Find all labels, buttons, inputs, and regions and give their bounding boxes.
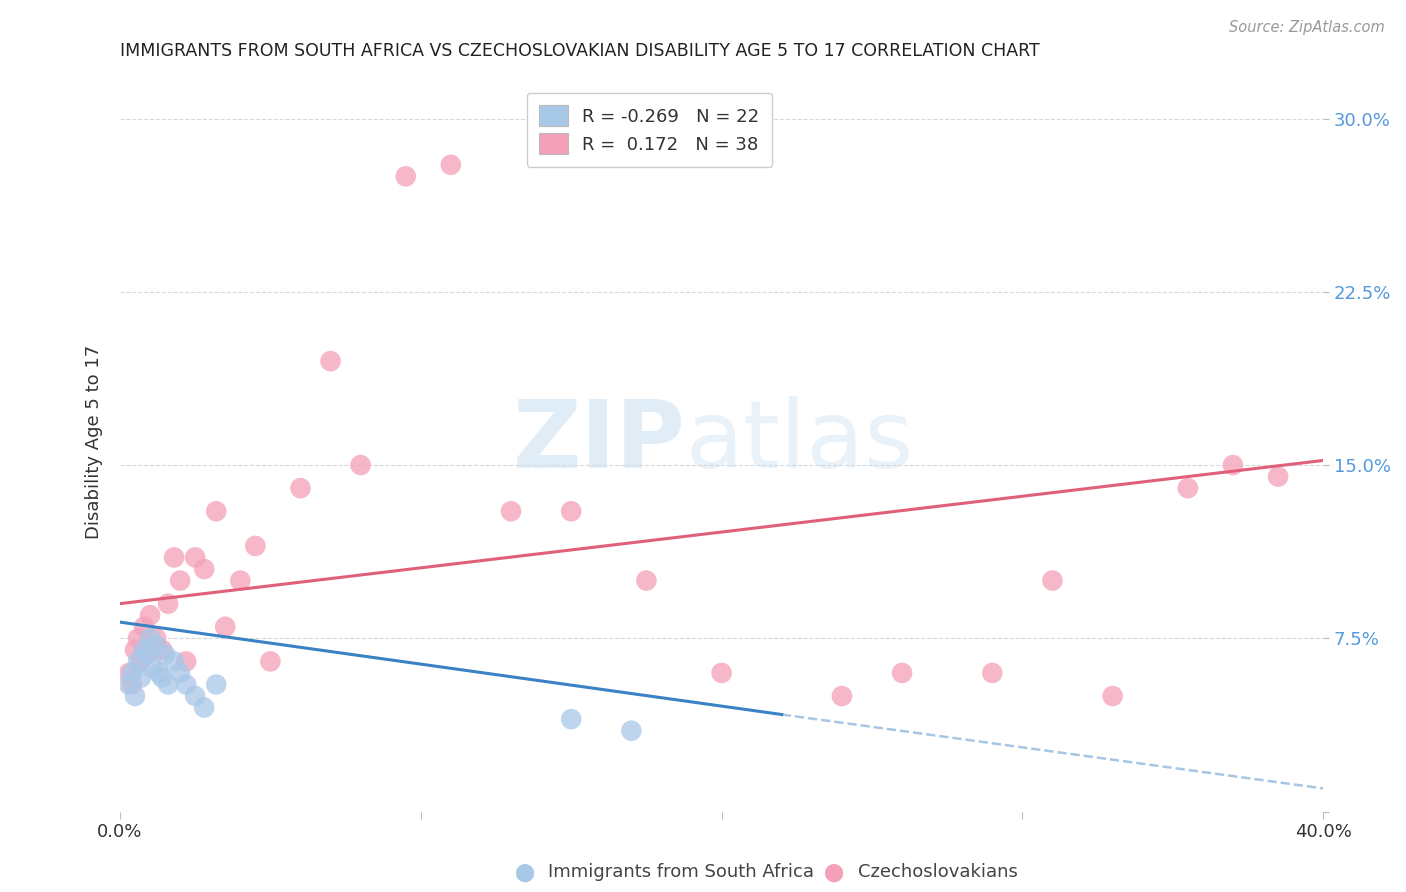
Text: Immigrants from South Africa: Immigrants from South Africa: [548, 863, 814, 881]
Point: [174, 654, 197, 668]
Point: [150, 643, 173, 657]
Point: [129, 671, 152, 685]
Point: [132, 620, 155, 634]
Point: [132, 643, 155, 657]
Point: [245, 539, 267, 553]
Point: [121, 677, 143, 691]
Point: [136, 648, 159, 662]
Point: [139, 632, 162, 646]
Point: [1042, 574, 1064, 588]
Point: [636, 574, 658, 588]
Point: [205, 504, 228, 518]
Point: [174, 677, 197, 691]
Point: [121, 665, 143, 680]
Point: [136, 648, 159, 662]
Text: ZIP: ZIP: [513, 396, 686, 488]
Point: [118, 665, 141, 680]
Point: [620, 723, 643, 738]
Text: IMMIGRANTS FROM SOUTH AFRICA VS CZECHOSLOVAKIAN DISABILITY AGE 5 TO 17 CORRELATI: IMMIGRANTS FROM SOUTH AFRICA VS CZECHOSL…: [120, 42, 1039, 60]
Point: [1267, 469, 1289, 483]
Point: [118, 677, 141, 691]
Text: ⬤: ⬤: [824, 863, 844, 881]
Point: [157, 597, 180, 611]
Point: [1222, 458, 1244, 472]
Point: [891, 665, 914, 680]
Point: [127, 654, 149, 668]
Point: [127, 632, 149, 646]
Point: [157, 677, 180, 691]
Point: [1101, 689, 1123, 703]
Point: [831, 689, 853, 703]
Point: [214, 620, 236, 634]
Point: [169, 574, 191, 588]
Point: [163, 550, 186, 565]
Point: [184, 689, 207, 703]
Point: [1177, 481, 1199, 495]
Point: [145, 632, 167, 646]
Point: [981, 665, 1004, 680]
Text: atlas: atlas: [686, 396, 914, 488]
Point: [319, 354, 342, 368]
Point: [163, 654, 186, 668]
Point: [710, 665, 733, 680]
Point: [139, 608, 162, 623]
Point: [145, 638, 167, 652]
Point: [259, 654, 281, 668]
Text: Czechoslovakians: Czechoslovakians: [858, 863, 1018, 881]
Y-axis label: Disability Age 5 to 17: Disability Age 5 to 17: [86, 345, 103, 539]
Point: [205, 677, 228, 691]
Point: [142, 661, 165, 675]
Point: [124, 643, 146, 657]
Point: [184, 550, 207, 565]
Point: [124, 689, 146, 703]
Point: [499, 504, 522, 518]
Point: [193, 562, 215, 576]
Point: [150, 671, 173, 685]
Point: [560, 712, 582, 726]
Point: [560, 504, 582, 518]
Text: ⬤: ⬤: [515, 863, 534, 881]
Point: [349, 458, 371, 472]
Point: [290, 481, 312, 495]
Point: [129, 654, 152, 668]
Legend: R = -0.269   N = 22, R =  0.172   N = 38: R = -0.269 N = 22, R = 0.172 N = 38: [526, 93, 772, 167]
Point: [169, 665, 191, 680]
Point: [193, 700, 215, 714]
Point: [229, 574, 252, 588]
Text: Source: ZipAtlas.com: Source: ZipAtlas.com: [1229, 20, 1385, 35]
Point: [148, 665, 170, 680]
Point: [395, 169, 418, 184]
Point: [153, 648, 176, 662]
Point: [440, 158, 463, 172]
